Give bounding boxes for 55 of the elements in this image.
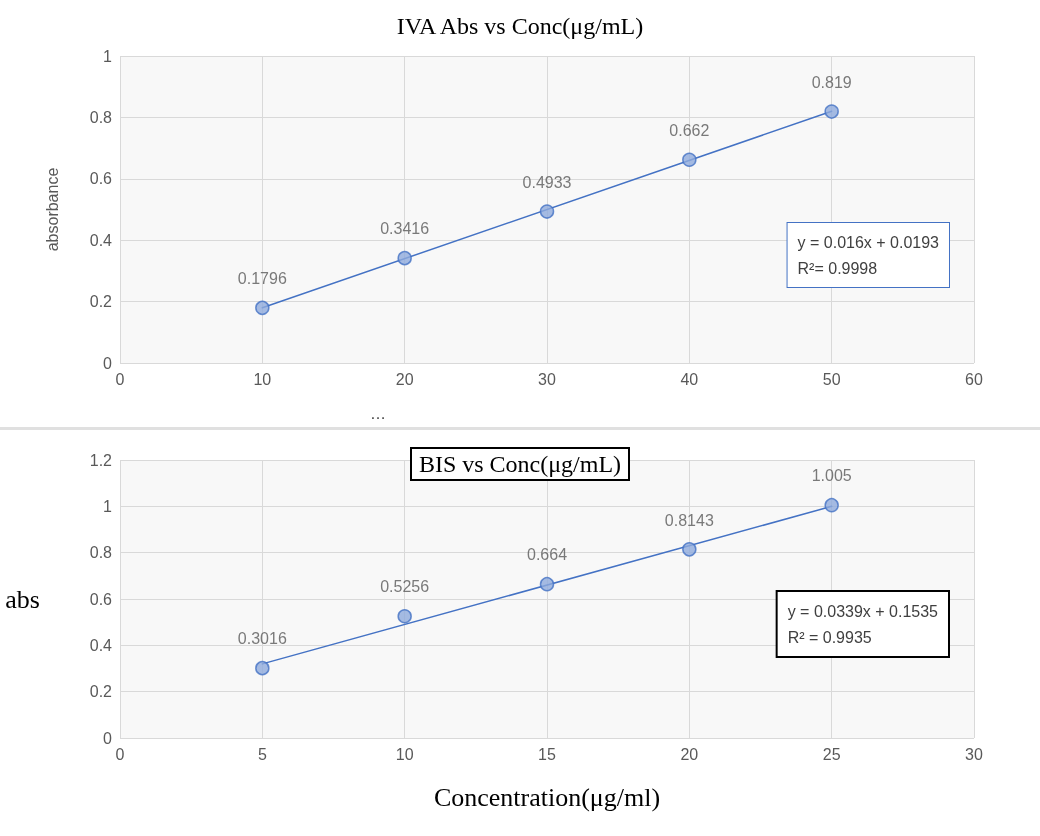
chart-title: IVA Abs vs Conc(μg/mL) xyxy=(396,13,644,39)
point xyxy=(824,104,839,119)
x-tick-label: 50 xyxy=(822,370,841,388)
data-label: 0.819 xyxy=(811,73,852,91)
y-tick-label: 0.8 xyxy=(89,108,113,126)
y-tick-label: 0 xyxy=(103,354,113,372)
point xyxy=(397,250,412,266)
y-tick-label: 1 xyxy=(103,497,113,515)
data-label: 0.8143 xyxy=(664,511,714,529)
annotation: y = 0.016x + 0.0193 R²= 0.9998 xyxy=(797,233,940,277)
y-tick-label: 0.2 xyxy=(89,293,113,311)
data-label: 0.664 xyxy=(526,546,568,564)
point xyxy=(255,300,270,316)
point xyxy=(539,204,555,219)
data-label: 0.4933 xyxy=(522,173,572,191)
data-label: 0.662 xyxy=(669,122,710,140)
x-tick-label: 10 xyxy=(395,745,414,763)
point xyxy=(397,608,412,624)
y-tick-label: 1 xyxy=(103,47,113,65)
y-axis-title: abs xyxy=(5,584,40,614)
data-label: 0.3416 xyxy=(380,220,430,238)
x-tick-label: 30 xyxy=(965,745,983,763)
x-tick-label: 0 xyxy=(115,745,125,763)
x-tick-label: 10 xyxy=(253,370,272,388)
data-label: 0.5256 xyxy=(380,578,430,596)
x-tick-label: 25 xyxy=(822,745,841,763)
data-label: 1.005 xyxy=(811,467,852,485)
point xyxy=(824,497,839,513)
point xyxy=(682,542,697,557)
data-label: 0.1796 xyxy=(237,270,287,288)
point xyxy=(682,152,697,168)
x-tick-label: 0 xyxy=(115,370,125,388)
y-tick-label: 0 xyxy=(103,729,113,747)
x-tick-label: 20 xyxy=(395,370,414,388)
x-tick-label: 30 xyxy=(538,370,556,388)
x-tick-label: 20 xyxy=(680,745,699,763)
data-label: 0.3016 xyxy=(237,630,287,648)
x-tick-label: 40 xyxy=(680,370,699,388)
x-tick-label: 15 xyxy=(538,745,556,763)
y-tick-label: 0.4 xyxy=(89,636,113,654)
y-tick-label: 0.6 xyxy=(89,590,113,608)
y-tick-label: 0.8 xyxy=(89,544,113,562)
text: … xyxy=(370,404,386,422)
annotation: y = 0.0339x + 0.1535 R² = 0.9935 xyxy=(787,602,939,646)
point xyxy=(539,576,555,592)
x-tick-label: 5 xyxy=(257,745,267,763)
y-tick-label: 0.4 xyxy=(89,231,113,249)
point xyxy=(255,660,270,676)
y-tick-label: 0.2 xyxy=(89,683,113,701)
y-tick-label: 0.6 xyxy=(89,170,113,188)
y-tick-label: 1.2 xyxy=(89,451,113,469)
chart-title: BIS vs Conc(μg/mL) xyxy=(418,451,622,477)
y-axis-title: absorbance xyxy=(43,167,61,252)
x-tick-label: 60 xyxy=(965,370,983,388)
x-axis-title: Concentration(μg/ml) xyxy=(433,782,661,812)
